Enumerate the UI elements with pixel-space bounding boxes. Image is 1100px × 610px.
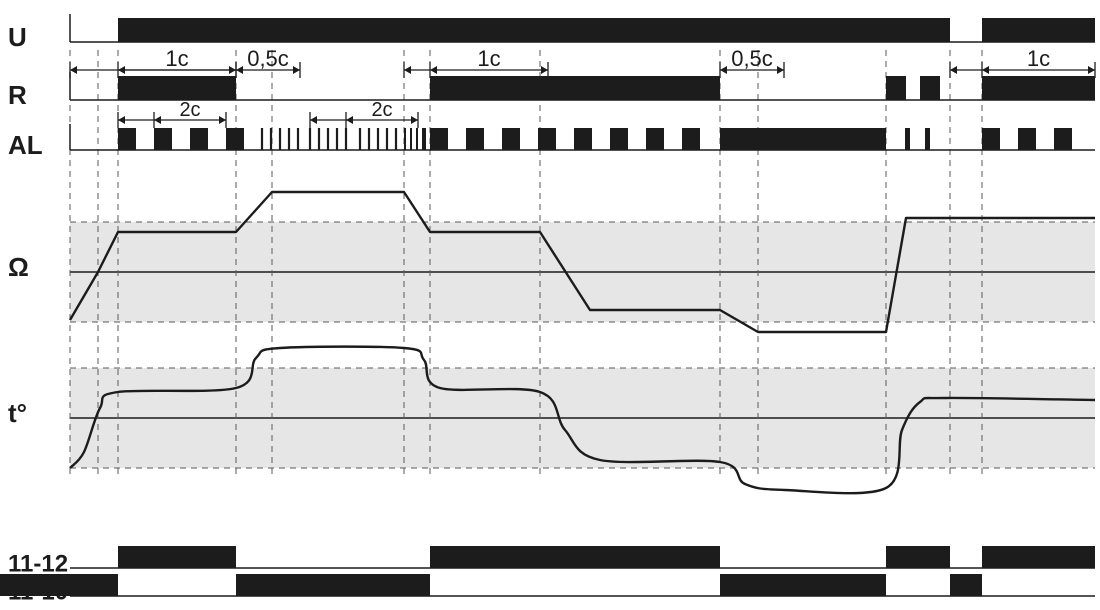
AL-pulse <box>1018 128 1036 150</box>
AL-pulse <box>538 128 556 150</box>
AL-pulse <box>610 128 628 150</box>
row-label-R: R <box>8 80 27 110</box>
K12-pulse <box>430 546 720 568</box>
R-pulse <box>886 76 906 100</box>
K10-pulse <box>950 574 982 596</box>
K12-pulse <box>886 546 950 568</box>
AL-pulse <box>925 128 930 150</box>
dim-label: 1c <box>477 46 500 71</box>
AL-pulse <box>502 128 520 150</box>
dim-label: 1c <box>1027 46 1050 71</box>
dim-label: 0,5c <box>731 46 773 71</box>
U-pulse <box>118 18 950 42</box>
AL-pulse <box>190 128 208 150</box>
AL-pulse <box>430 128 448 150</box>
AL-pulse <box>422 128 426 150</box>
dim-label: 2c <box>179 99 200 121</box>
row-label-Ω: Ω <box>8 252 29 282</box>
AL-pulse <box>404 128 406 150</box>
row-label-K10: 11-10 <box>8 579 68 606</box>
AL-pulse <box>410 128 412 150</box>
AL-pulse <box>905 128 910 150</box>
U-pulse <box>982 18 1095 42</box>
dim-label: 1c <box>165 46 188 71</box>
AL-pulse <box>720 128 886 150</box>
dim-label: 2c <box>371 99 392 121</box>
dim-label: 0,5c <box>247 46 289 71</box>
row-label-t: t° <box>8 398 27 428</box>
K12-pulse <box>982 546 1095 568</box>
AL-pulse <box>118 128 136 150</box>
K10-pulse <box>720 574 886 596</box>
R-pulse <box>430 76 720 100</box>
AL-pulse <box>1054 128 1072 150</box>
AL-pulse <box>416 128 418 150</box>
AL-pulse <box>574 128 592 150</box>
R-pulse <box>920 76 940 100</box>
AL-pulse <box>466 128 484 150</box>
R-pulse <box>982 76 1095 100</box>
K12-pulse <box>118 546 236 568</box>
row-label-AL: AL <box>8 130 43 160</box>
AL-pulse <box>226 128 244 150</box>
row-label-U: U <box>8 22 27 52</box>
AL-pulse <box>682 128 700 150</box>
K10-pulse <box>236 574 430 596</box>
R-pulse <box>118 76 236 100</box>
AL-pulse <box>154 128 172 150</box>
AL-pulse <box>982 128 1000 150</box>
row-label-K12: 11-12 <box>8 551 68 578</box>
AL-pulse <box>646 128 664 150</box>
